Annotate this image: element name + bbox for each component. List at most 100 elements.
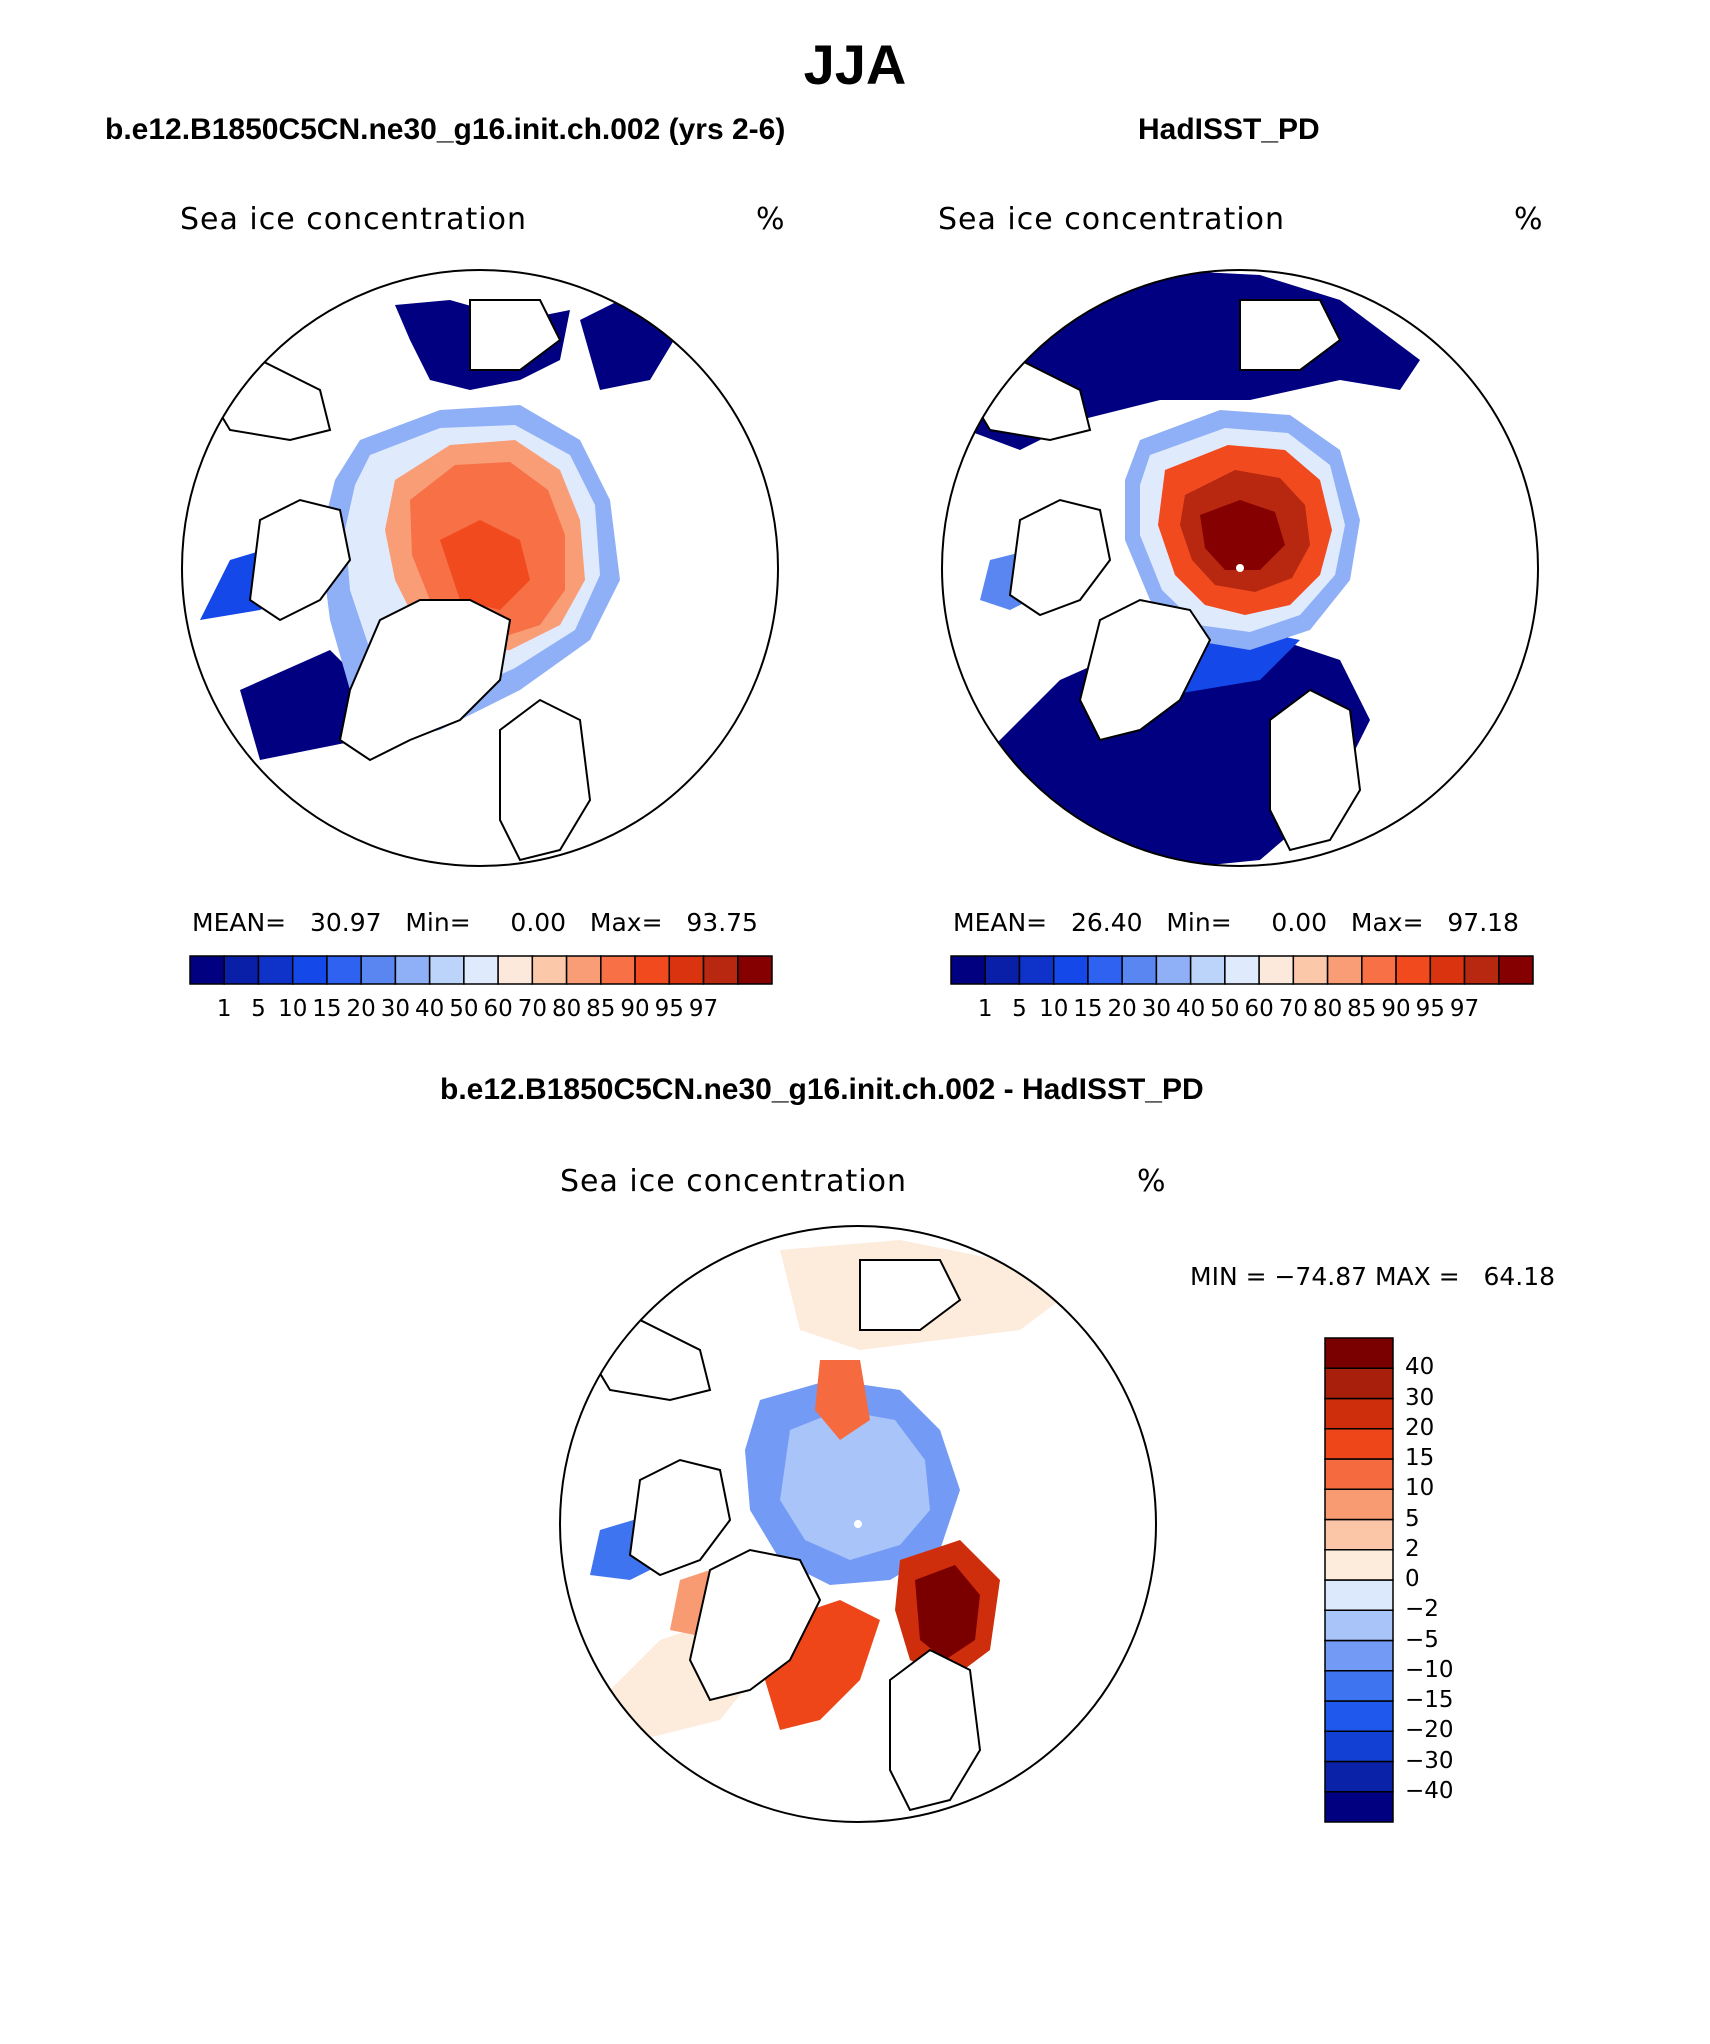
diff-colorbar-swatch <box>1324 1549 1394 1581</box>
diff-colorbar-tick-label: −30 <box>1405 1747 1454 1774</box>
obs-colorbar-tick-label: 95 <box>1415 996 1445 1022</box>
model-colorbar-swatch <box>497 955 534 985</box>
model-colorbar-swatch <box>463 955 499 985</box>
diff-colorbar-swatch <box>1324 1458 1394 1490</box>
obs-colorbar-swatch <box>1189 955 1226 985</box>
obs-colorbar-swatch <box>984 955 1021 985</box>
diff-colorbar-swatch <box>1324 1639 1394 1672</box>
model-colorbar-tick-label: 95 <box>654 996 684 1022</box>
obs-colorbar-tick-label: 90 <box>1381 996 1411 1022</box>
model-colorbar-swatch <box>291 955 328 985</box>
model-colorbar-swatch <box>702 955 739 985</box>
obs-variable-label: Sea ice concentration <box>938 202 1286 237</box>
diff-variable-label: Sea ice concentration <box>560 1164 908 1199</box>
model-colorbar-swatch <box>737 955 773 985</box>
diff-colorbar-swatch <box>1324 1337 1394 1369</box>
diff-colorbar-swatch <box>1324 1397 1394 1430</box>
obs-colorbar-tick-label: 10 <box>1039 996 1069 1022</box>
diff-scandinavia <box>889 1648 982 1812</box>
diff-colorbar <box>1324 1337 1394 1823</box>
diff-colorbar-swatch <box>1324 1791 1394 1823</box>
diff-colorbar-swatch <box>1324 1488 1394 1521</box>
obs-panel-title: HadISST_PD <box>1138 113 1320 146</box>
model-colorbar-swatch <box>360 955 397 985</box>
diff-colorbar-tick-label: 30 <box>1405 1384 1435 1411</box>
diff-colorbar-swatch <box>1324 1609 1394 1642</box>
diff-units-label: % <box>1137 1164 1167 1199</box>
obs-colorbar-tick-label: 1 <box>977 996 993 1022</box>
obs-colorbar-swatch <box>1463 955 1500 985</box>
diff-greenland <box>688 1548 822 1702</box>
obs-colorbar-swatch <box>1155 955 1192 985</box>
diff-colorbar-swatch <box>1324 1428 1394 1460</box>
obs-colorbar-swatch <box>1429 955 1466 985</box>
model-variable-label: Sea ice concentration <box>180 202 528 237</box>
diff-colorbar-swatch <box>1324 1760 1394 1793</box>
obs-colorbar-tick-label: 30 <box>1141 996 1172 1022</box>
obs-units-label: % <box>1514 202 1544 237</box>
diff-colorbar-swatch <box>1324 1367 1394 1400</box>
model-stats: MEAN= 30.97 Min= 0.00 Max= 93.75 <box>192 908 758 937</box>
diff-colorbar-swatch <box>1324 1730 1394 1763</box>
diff-canadian-arch <box>628 1458 732 1577</box>
obs-colorbar-tick-label: 80 <box>1312 996 1343 1022</box>
model-colorbar-swatch <box>531 955 568 985</box>
diff-colorbar-swatch <box>1324 1670 1394 1702</box>
model-scandinavia <box>499 698 592 862</box>
model-greenland <box>338 599 512 762</box>
obs-canadian-arch <box>1008 498 1112 617</box>
diff-colorbar-tick-label: −10 <box>1405 1656 1454 1683</box>
obs-colorbar-swatch <box>1395 955 1432 985</box>
diff-map <box>559 1225 1157 1823</box>
diff-east-siberian-pos <box>815 1360 870 1440</box>
model-map <box>181 269 779 867</box>
obs-colorbar-swatch <box>1326 955 1363 985</box>
obs-colorbar-swatch <box>1498 955 1534 985</box>
diff-colorbar-tick-label: 0 <box>1405 1566 1420 1592</box>
obs-greenland <box>1078 598 1212 742</box>
model-colorbar-tick-label: 10 <box>278 996 308 1022</box>
obs-colorbar-swatch <box>1224 955 1260 985</box>
model-colorbar-tick-label: 97 <box>688 996 719 1022</box>
model-colorbar-tick-label: 80 <box>551 996 582 1022</box>
model-colorbar-tick-label: 50 <box>449 996 479 1022</box>
obs-colorbar-tick-label: 20 <box>1107 996 1137 1022</box>
model-units-label: % <box>756 202 786 237</box>
diff-minmax: MIN = −74.87 MAX = 64.18 <box>1190 1262 1556 1291</box>
diff-colorbar-tick-label: −20 <box>1405 1717 1454 1744</box>
diff-colorbar-swatch <box>1324 1579 1394 1611</box>
model-colorbar-swatch <box>634 955 671 985</box>
obs-siberia <box>1239 299 1342 371</box>
model-colorbar-swatch <box>600 955 636 985</box>
model-colorbar-swatch <box>394 955 431 985</box>
model-colorbar-tick-label: 90 <box>620 996 650 1022</box>
obs-pole-marker <box>1236 564 1244 572</box>
obs-colorbar-tick-label: 85 <box>1347 996 1377 1022</box>
figure-title: JJA <box>803 33 907 96</box>
model-colorbar-swatch <box>326 955 362 985</box>
obs-colorbar-swatch <box>1292 955 1329 985</box>
model-colorbar-tick-label: 1 <box>216 996 232 1022</box>
model-colorbar-tick-label: 20 <box>346 996 376 1022</box>
obs-colorbar-swatch <box>1361 955 1397 985</box>
obs-stats: MEAN= 26.40 Min= 0.00 Max= 97.18 <box>953 908 1519 937</box>
diff-colorbar-tick-label: −2 <box>1405 1596 1439 1623</box>
model-canadian-arch <box>248 498 352 622</box>
diff-colorbar-tick-label: 10 <box>1405 1475 1435 1502</box>
diff-colorbar-tick-label: 2 <box>1405 1535 1420 1562</box>
diff-colorbar-tick-label: −15 <box>1405 1687 1454 1713</box>
obs-colorbar <box>950 955 1534 985</box>
model-colorbar-swatch <box>668 955 705 985</box>
obs-colorbar-tick-label: 60 <box>1244 996 1274 1022</box>
obs-colorbar-tick-label: 40 <box>1176 996 1206 1022</box>
diff-colorbar-tick-label: 5 <box>1405 1505 1420 1532</box>
diff-colorbar-tick-label: −5 <box>1405 1626 1439 1653</box>
obs-colorbar-swatch <box>1018 955 1055 985</box>
model-colorbar-tick-label: 70 <box>517 996 547 1022</box>
model-colorbar-tick-label: 5 <box>251 996 266 1022</box>
model-siberia <box>469 299 562 371</box>
diff-colorbar-swatch <box>1324 1518 1394 1551</box>
obs-colorbar-swatch <box>950 955 986 985</box>
model-colorbar-swatch <box>257 955 294 985</box>
